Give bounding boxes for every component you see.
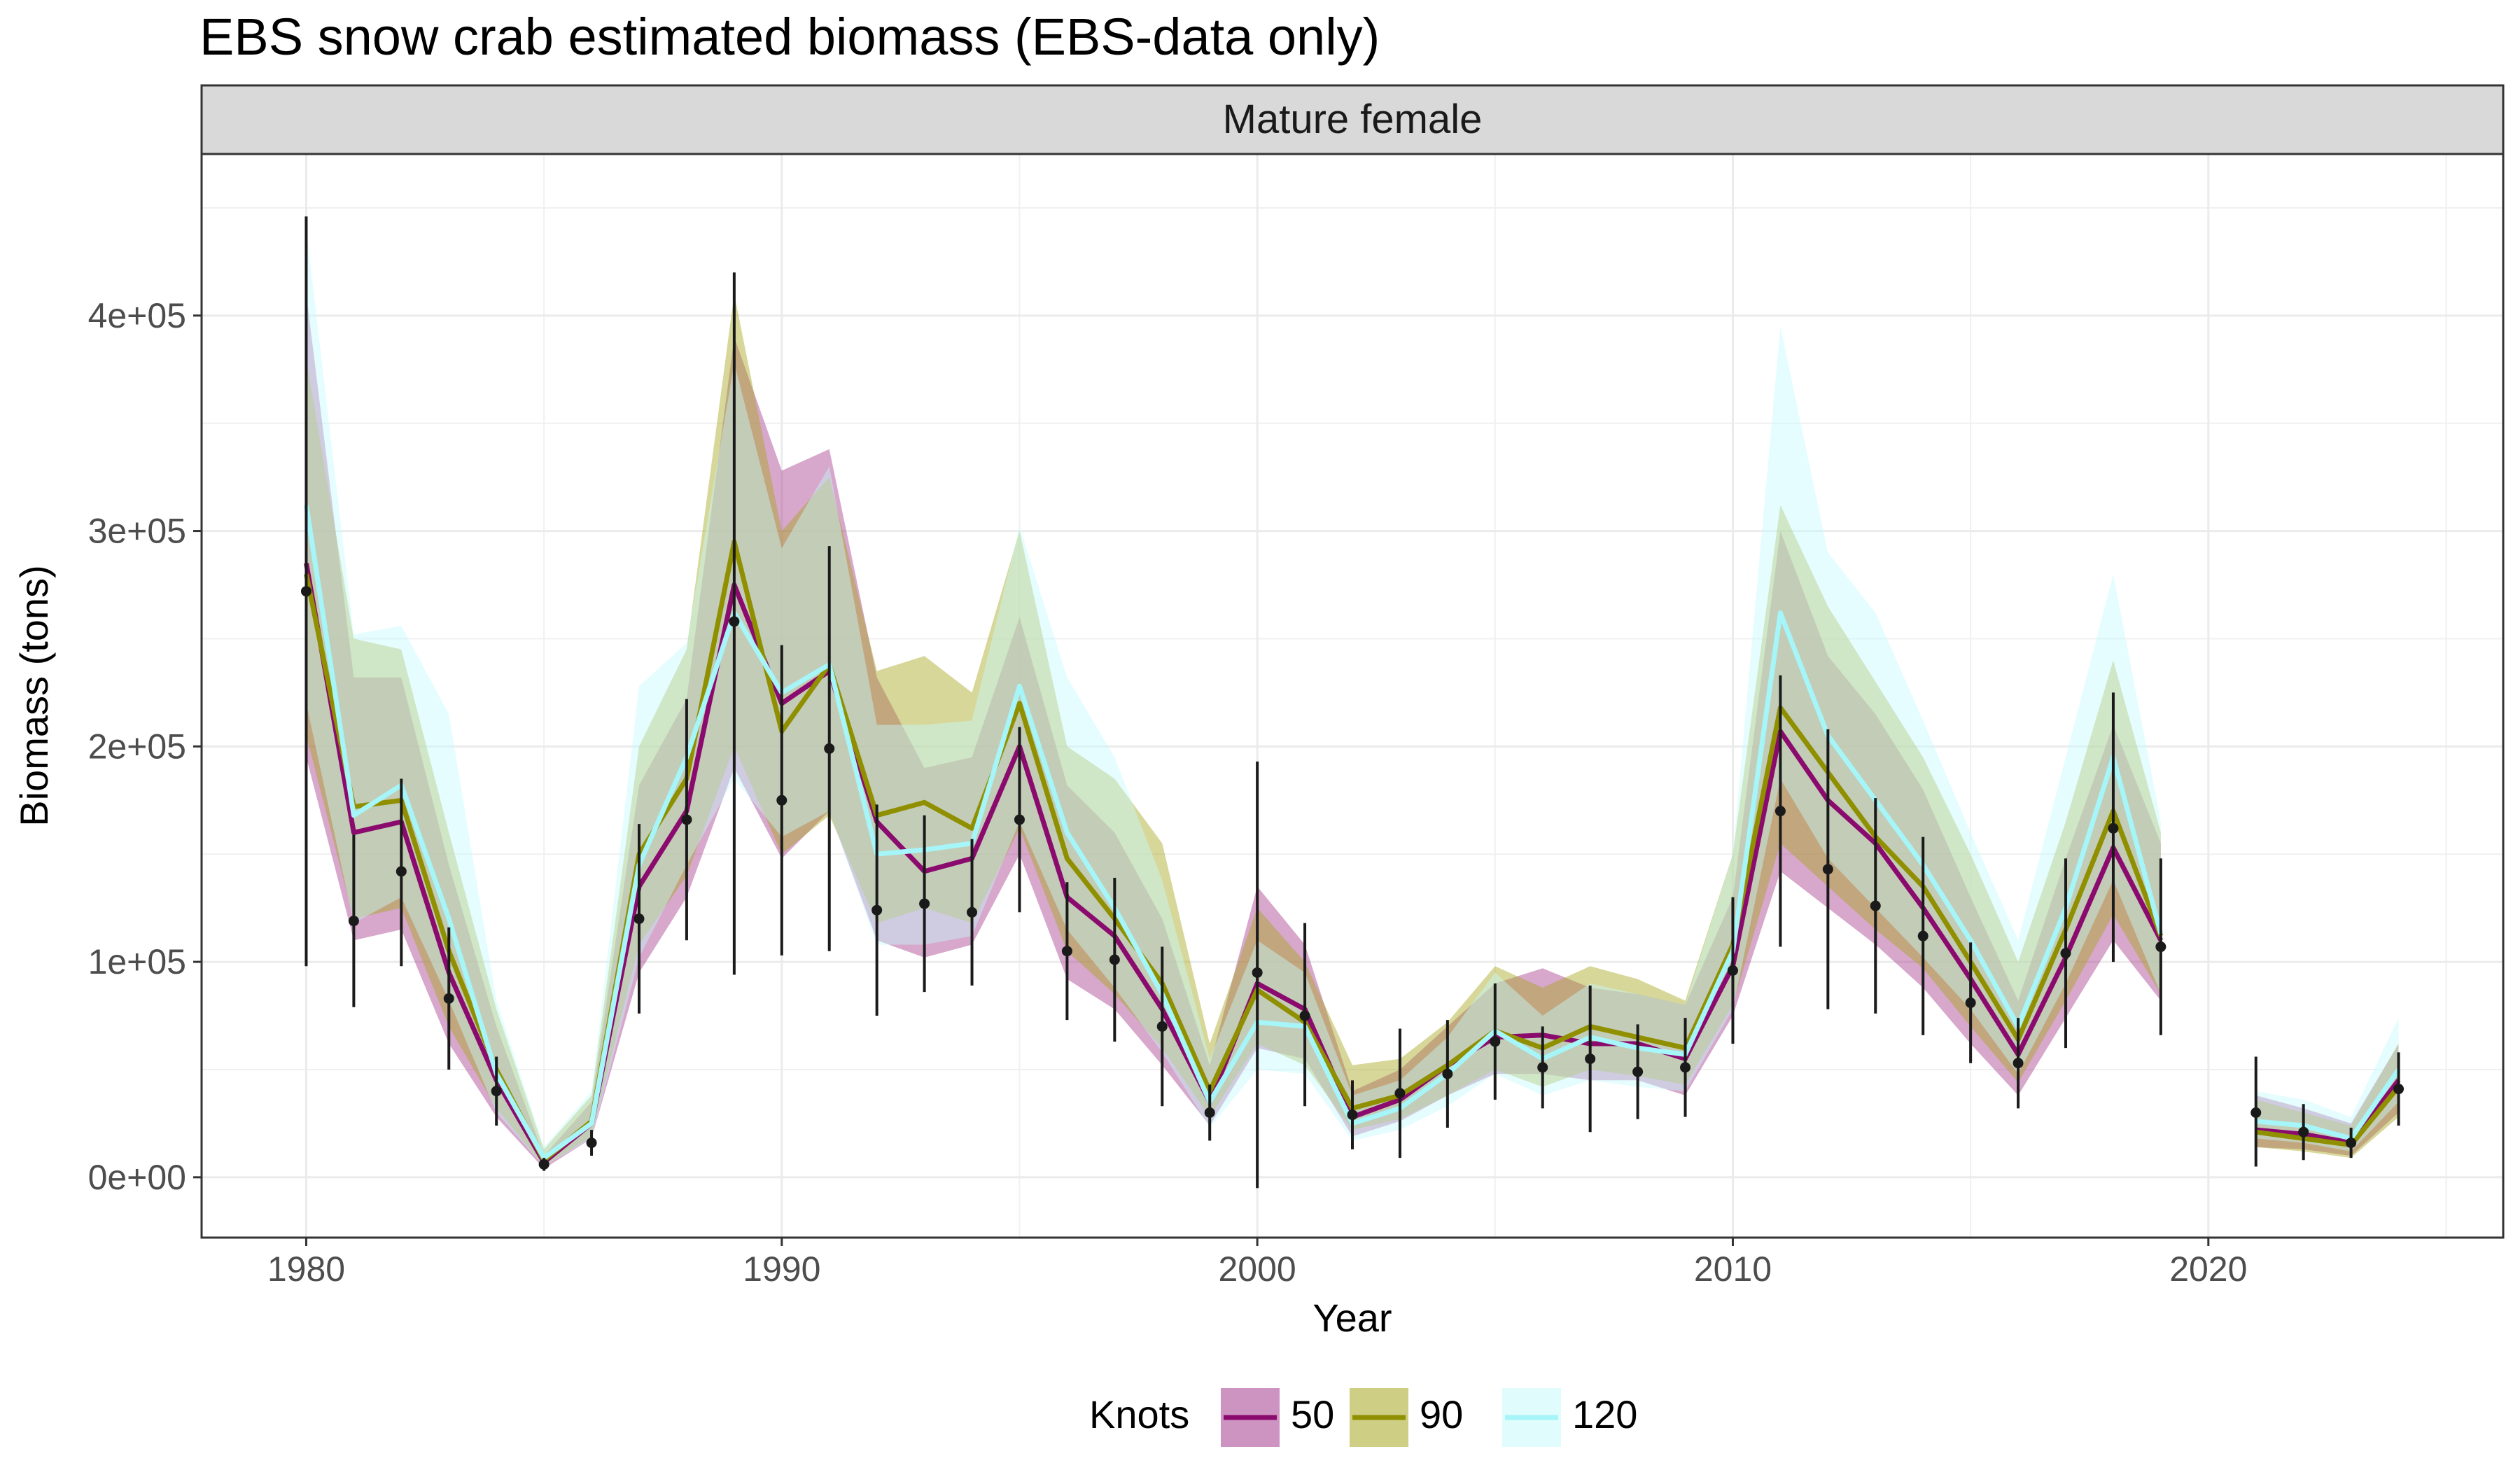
observed-point: [1442, 1068, 1453, 1079]
observed-point: [1109, 954, 1120, 965]
y-tick-label: 4e+05: [88, 296, 186, 335]
observed-point: [1917, 930, 1928, 941]
facet-strip-label: Mature female: [1223, 97, 1483, 142]
x-tick-label: 2010: [1694, 1250, 1772, 1289]
observed-point: [634, 913, 645, 925]
observed-point: [348, 916, 359, 927]
observed-point: [2250, 1107, 2262, 1119]
observed-points: [300, 216, 2404, 1189]
y-tick-label: 3e+05: [88, 512, 186, 551]
observed-point: [729, 616, 740, 627]
facet-strip: [200, 84, 2505, 155]
observed-point: [2060, 948, 2071, 959]
ribbon-knots-50: [306, 294, 2161, 1169]
ribbon-knots-90: [306, 294, 2161, 1167]
observed-point: [919, 898, 930, 909]
observed-point: [396, 866, 407, 877]
y-axis: 0e+00 1e+05 2e+05 3e+05 4e+05: [88, 296, 202, 1197]
legend-title: Knots: [1089, 1392, 1189, 1436]
x-tick-label: 2020: [2169, 1250, 2247, 1289]
observed-point: [1680, 1062, 1691, 1073]
y-tick-label: 2e+05: [88, 727, 186, 766]
observed-point: [824, 743, 835, 754]
line-knots-120: [2255, 1068, 2401, 1141]
observed-point: [1537, 1062, 1548, 1073]
y-tick-label: 0e+00: [88, 1158, 186, 1197]
minor-gridlines: [202, 154, 2503, 1238]
x-tick-label: 1980: [267, 1250, 345, 1289]
observed-point: [538, 1158, 550, 1170]
observed-point: [1870, 900, 1881, 911]
observed-point: [967, 906, 978, 918]
observed-point: [1965, 997, 1976, 1009]
observed-point: [1299, 1010, 1310, 1021]
observed-point: [776, 794, 788, 806]
observed-point: [1252, 967, 1263, 978]
x-tick-label: 2000: [1219, 1250, 1296, 1289]
observed-point: [491, 1086, 502, 1097]
x-axis: 1980 1990 2000 2010 2020: [267, 1238, 2247, 1289]
observed-point: [1394, 1088, 1406, 1099]
observed-point: [681, 814, 692, 825]
line-knots-50: [2255, 1079, 2401, 1146]
observed-point: [1014, 814, 1025, 825]
y-tick-label: 1e+05: [88, 942, 186, 981]
observed-point: [872, 904, 883, 916]
chart-title: EBS snow crab estimated biomass (EBS-dat…: [200, 8, 1380, 66]
observed-point: [586, 1138, 597, 1149]
plot-panel: [202, 154, 2503, 1238]
observed-point: [2298, 1126, 2309, 1138]
legend-label-knots-120: 120: [1572, 1392, 1637, 1436]
observed-point: [2393, 1084, 2404, 1095]
x-tick-label: 1990: [743, 1250, 820, 1289]
observed-point: [1727, 965, 1738, 976]
y-axis-title: Biomass (tons): [12, 565, 56, 826]
observed-point: [443, 993, 454, 1004]
x-axis-title: Year: [1312, 1296, 1392, 1340]
legend-label-knots-90: 90: [1420, 1392, 1463, 1436]
observed-point: [1061, 946, 1072, 957]
observed-point: [1585, 1054, 1596, 1065]
observed-point: [2012, 1058, 2024, 1069]
observed-point: [1347, 1110, 1358, 1121]
observed-point: [1490, 1036, 1501, 1047]
observed-point: [1774, 806, 1786, 817]
observed-point: [300, 586, 312, 597]
observed-point: [2108, 822, 2119, 834]
observed-point: [1632, 1066, 1644, 1077]
observed-point: [1156, 1021, 1168, 1032]
legend: Knots 50 90 120: [1089, 1388, 1637, 1447]
estimate-lines: [304, 505, 2401, 1165]
line-knots-90: [2255, 1085, 2401, 1148]
observed-point: [1204, 1107, 1215, 1119]
observed-point: [1822, 864, 1833, 875]
line-knots-120: [304, 505, 2164, 1161]
observed-point: [2346, 1138, 2357, 1149]
observed-point: [2155, 941, 2166, 953]
legend-label-knots-50: 50: [1291, 1392, 1334, 1436]
